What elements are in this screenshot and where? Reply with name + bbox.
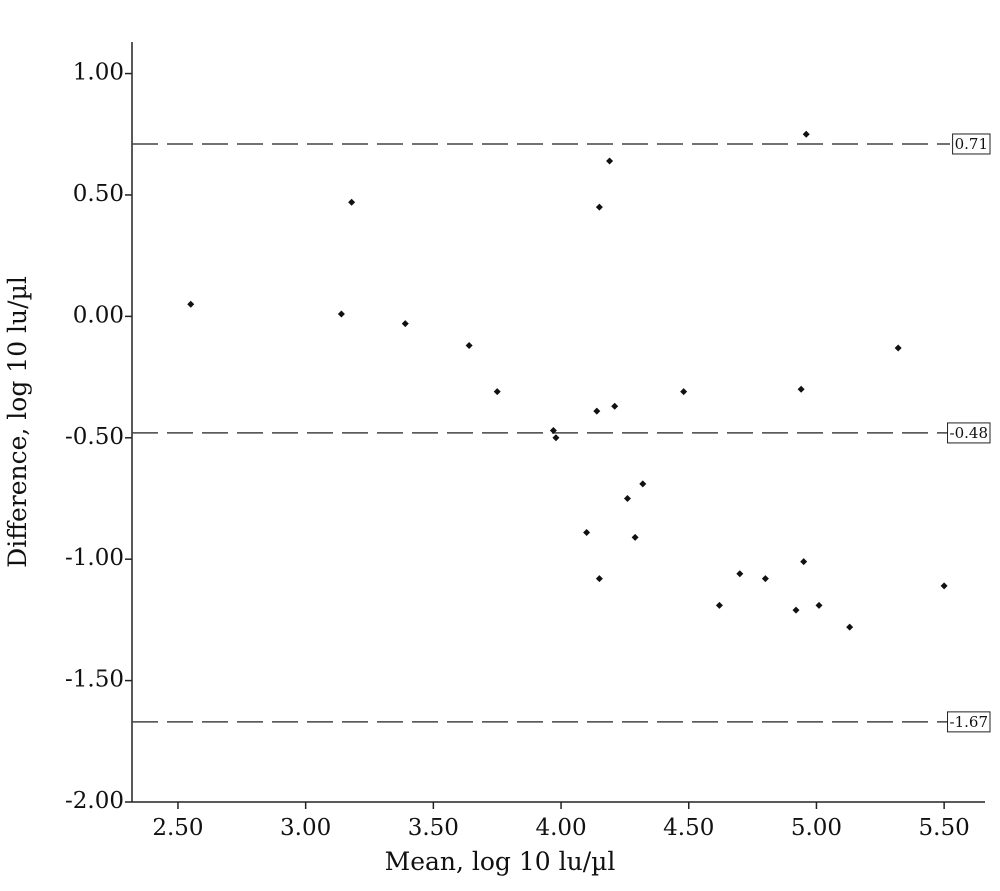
data-point bbox=[680, 388, 688, 396]
y-tick-label: 0.00 bbox=[73, 302, 124, 328]
x-tick-label: 3.50 bbox=[408, 815, 459, 841]
data-point bbox=[639, 480, 647, 488]
data-point bbox=[802, 130, 810, 138]
data-point bbox=[595, 203, 603, 211]
x-tick-label: 3.00 bbox=[280, 815, 331, 841]
data-point bbox=[337, 310, 345, 318]
data-point bbox=[761, 575, 769, 583]
data-point bbox=[800, 558, 808, 566]
data-point bbox=[623, 494, 631, 502]
data-point bbox=[792, 606, 800, 614]
y-tick-label: -0.50 bbox=[65, 424, 124, 450]
y-tick-label: -1.00 bbox=[65, 545, 124, 571]
x-tick-label: 2.50 bbox=[152, 815, 203, 841]
x-axis-title: Mean, log 10 lu/µl bbox=[385, 847, 616, 876]
data-point bbox=[552, 434, 560, 442]
reference-label: -1.67 bbox=[950, 713, 988, 731]
data-point bbox=[465, 342, 473, 350]
data-point bbox=[549, 426, 557, 434]
data-point bbox=[593, 407, 601, 415]
data-point bbox=[401, 320, 409, 328]
reference-label: 0.71 bbox=[955, 135, 988, 153]
data-point bbox=[715, 601, 723, 609]
reference-label-box bbox=[952, 133, 991, 155]
data-point bbox=[583, 528, 591, 536]
data-point bbox=[348, 198, 356, 206]
x-tick-label: 4.50 bbox=[663, 815, 714, 841]
y-tick-label: -1.50 bbox=[65, 667, 124, 693]
reference-label-box bbox=[947, 422, 991, 444]
data-point bbox=[611, 402, 619, 410]
data-point bbox=[894, 344, 902, 352]
x-tick-label: 4.00 bbox=[535, 815, 586, 841]
x-tick-label: 5.00 bbox=[791, 815, 842, 841]
data-point bbox=[940, 582, 948, 590]
data-point bbox=[493, 388, 501, 396]
reference-label: -0.48 bbox=[950, 424, 988, 442]
data-point bbox=[606, 157, 614, 165]
data-point bbox=[797, 385, 805, 393]
data-point bbox=[187, 300, 195, 308]
data-point bbox=[846, 623, 854, 631]
x-tick-label: 5.50 bbox=[919, 815, 970, 841]
y-tick-label: 1.00 bbox=[73, 60, 124, 86]
y-tick-label: 0.50 bbox=[73, 181, 124, 207]
data-point bbox=[595, 575, 603, 583]
y-axis-title: Difference, log 10 lu/µl bbox=[3, 276, 32, 568]
data-point bbox=[631, 533, 639, 541]
data-point bbox=[815, 601, 823, 609]
y-tick-label: -2.00 bbox=[65, 788, 124, 814]
data-point bbox=[736, 570, 744, 578]
reference-label-box bbox=[947, 711, 991, 733]
